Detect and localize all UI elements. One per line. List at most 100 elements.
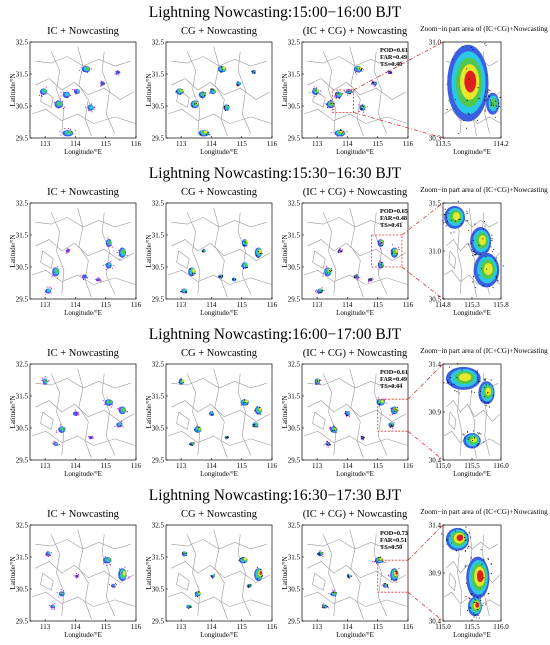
y-tick-label: 29.5 [152, 296, 165, 304]
cg-flash-point [319, 382, 321, 384]
cg-flash-point [326, 106, 328, 109]
cg-flash-point [190, 606, 192, 608]
cg-flash-point [393, 410, 395, 413]
storm-cell-6-level-2 [66, 130, 72, 134]
cg-flash-point [376, 562, 378, 564]
zoom-flash-point [446, 108, 448, 111]
zoom-flash-point [486, 402, 488, 404]
cg-flash-point [347, 576, 349, 579]
y-tick-label: 30.5 [16, 264, 29, 272]
pod-stat: POD=0.65 [380, 208, 408, 215]
cg-flash-point [335, 592, 337, 594]
cg-flash-point [331, 269, 333, 271]
ic-flash-point [52, 275, 54, 277]
ic-flash-point [57, 277, 59, 279]
panel-title-cg-2: CG + Nowcasting [181, 187, 257, 198]
cg-flash-point [396, 253, 398, 255]
zoom-flash-point [490, 379, 492, 381]
zoom-flash-point [470, 556, 472, 558]
ic-flash-point [99, 85, 102, 87]
x-tick-label: 113 [312, 140, 323, 148]
x-tick-label: 113 [40, 140, 51, 148]
cg-flash-point [380, 264, 382, 266]
ic-flash-point [65, 96, 67, 98]
zoom-flash-point [469, 598, 471, 600]
ic-flash-point [114, 73, 116, 75]
ic-flash-point [80, 71, 83, 73]
ic-flash-point [48, 286, 50, 288]
zoom-flash-point [494, 260, 496, 262]
zoom-panel-1: 113.5 114.2 30.3 31.0 Longitude/°E [429, 39, 509, 157]
ic-flash-point [117, 408, 119, 410]
ic-flash-point [343, 412, 345, 414]
zoom-region-box [331, 89, 354, 113]
map-boundary-6 [312, 411, 326, 430]
ic-flash-point [54, 101, 56, 103]
ic-flash-point [348, 414, 350, 417]
ic-flash-point [344, 91, 346, 93]
ic-flash-point [53, 267, 55, 269]
cg-flash-point [253, 424, 255, 426]
zoom-flash-point [484, 225, 486, 227]
cg-flash-point [375, 81, 377, 83]
zoom-flash-point [467, 220, 469, 222]
zoom-flash-point [489, 99, 491, 101]
cg-flash-point [179, 93, 181, 95]
ic-flash-point [394, 251, 396, 253]
ic-flash-point [126, 254, 128, 257]
ic-flash-point [45, 86, 47, 88]
ic-flash-point [121, 572, 123, 574]
cg-flash-point [197, 100, 199, 102]
zoom-flash-point [491, 240, 493, 242]
panel-title-both-3: (IC + CG) + Nowcasting [302, 348, 408, 359]
ic-flash-point [339, 250, 342, 252]
ic-flash-point [60, 95, 62, 97]
cg-flash-point [193, 103, 196, 105]
cg-flash-point [340, 251, 342, 253]
storm-cell-6-level-3 [339, 130, 344, 134]
ic-flash-point [376, 561, 378, 563]
cg-flash-point [318, 380, 320, 382]
y-axis-label: Latitude/°N [9, 234, 17, 267]
ic-flash-point [382, 262, 384, 264]
cg-flash-point [253, 425, 256, 427]
zoom-flash-point [477, 596, 479, 598]
zoom-flash-point [485, 378, 487, 380]
cg-flash-point [237, 81, 239, 83]
zoom-flash-point [446, 217, 448, 219]
zoom-flash-point [467, 438, 469, 440]
cg-flash-point [213, 574, 215, 576]
x-tick-label: 114 [206, 623, 217, 631]
zoom-flash-point [474, 601, 476, 603]
ic-flash-point [392, 424, 394, 426]
ic-flash-point [66, 252, 68, 254]
x-tick-label: 115 [101, 140, 112, 148]
cg-flash-point [345, 415, 347, 417]
cg-flash-point [194, 273, 196, 275]
zoom-flash-point [466, 99, 468, 102]
y-tick-label: 30.5 [288, 103, 301, 111]
ic-flash-point [113, 583, 115, 585]
x-tick-label: 116 [403, 623, 414, 631]
zoom-flash-point [483, 441, 485, 443]
ic-flash-point [398, 567, 400, 569]
row-title-1: Lightning Nowcasting:15:00−16:00 BJT [148, 4, 402, 21]
cg-flash-point [396, 579, 398, 581]
ic-flash-point [362, 438, 365, 440]
zoom-connector-bottom [407, 430, 444, 461]
cg-flash-point [221, 276, 224, 278]
cg-flash-point [196, 425, 198, 427]
cg-flash-point [202, 251, 204, 253]
cg-flash-point [390, 425, 392, 427]
ic-flash-point [47, 555, 49, 557]
ic-flash-point [106, 557, 108, 559]
ic-flash-point [57, 107, 59, 109]
cg-flash-point [315, 89, 317, 91]
zoom-flash-point [484, 380, 486, 382]
zoom-flash-point [490, 572, 492, 575]
ic-flash-point [386, 402, 388, 404]
cg-flash-point [259, 253, 261, 255]
zoom-flash-point [473, 251, 475, 253]
zoom-storm-cell-0-level-3 [459, 373, 472, 382]
zoom-storm-cell-0-level-3 [452, 212, 461, 221]
